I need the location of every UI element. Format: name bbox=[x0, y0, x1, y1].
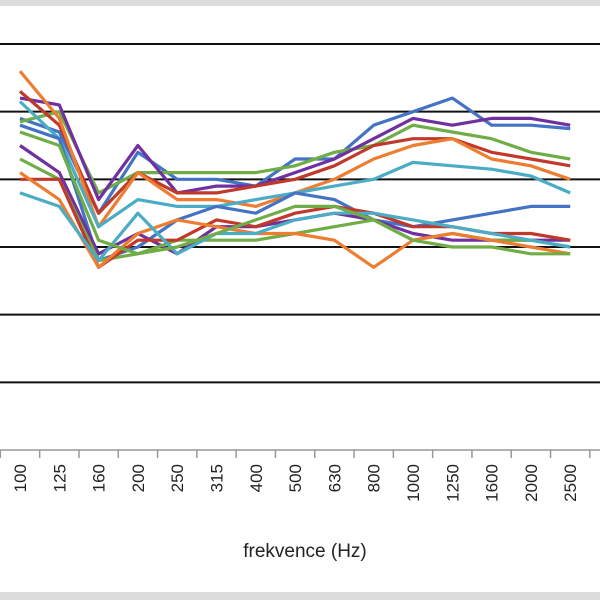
x-tick-labels: 100 125 160 200 250 315 400 500 630 800 1000 1250 16… bbox=[11, 464, 580, 502]
x-tick-label: 1250 bbox=[443, 464, 462, 502]
series-lines bbox=[18, 70, 571, 269]
series-line bbox=[19, 130, 571, 256]
x-tick-label: 1000 bbox=[404, 464, 423, 502]
gridlines bbox=[0, 43, 600, 384]
series-line bbox=[19, 96, 571, 202]
x-axis bbox=[0, 449, 600, 458]
x-tick-label: 400 bbox=[247, 464, 266, 492]
x-tick-label: 800 bbox=[365, 464, 384, 492]
chart-frame: 100 125 160 200 250 315 400 500 630 800 1000 1250 16… bbox=[0, 6, 600, 592]
series-line bbox=[18, 90, 571, 215]
x-tick-label: 125 bbox=[50, 464, 69, 492]
x-tick-label: 630 bbox=[325, 464, 344, 492]
x-tick-label: 315 bbox=[208, 464, 227, 492]
x-tick-label: 2000 bbox=[522, 464, 541, 502]
series-line bbox=[19, 110, 571, 195]
x-tick-label: 1600 bbox=[483, 464, 502, 502]
series-line bbox=[19, 144, 571, 256]
x-tick-label: 100 bbox=[11, 464, 30, 492]
x-tick-label: 2500 bbox=[561, 464, 580, 502]
x-axis-title: frekvence (Hz) bbox=[243, 541, 367, 562]
x-tick-label: 250 bbox=[168, 464, 187, 492]
x-tick-label: 500 bbox=[286, 464, 305, 492]
x-tick-label: 160 bbox=[90, 464, 109, 492]
series-line bbox=[19, 171, 571, 269]
series-line bbox=[19, 96, 571, 215]
line-chart: 100 125 160 200 250 315 400 500 630 800 1000 1250 16… bbox=[0, 43, 600, 562]
series-line bbox=[18, 70, 571, 229]
x-tick-label: 200 bbox=[129, 464, 148, 492]
